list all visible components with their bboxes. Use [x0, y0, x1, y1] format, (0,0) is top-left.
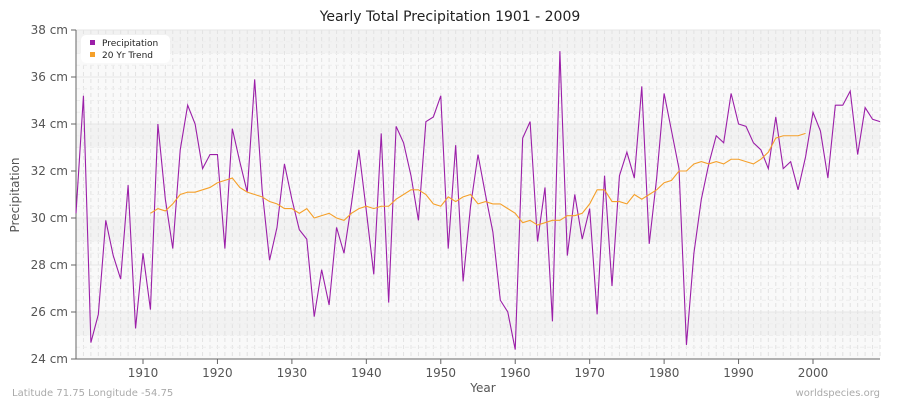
footer-location: Latitude 71.75 Longitude -54.75 — [12, 388, 173, 399]
x-tick-label: 1970 — [574, 366, 605, 380]
y-tick-label: 30 cm — [31, 211, 68, 225]
x-axis-label: Year — [469, 381, 495, 395]
x-tick-label: 1920 — [202, 366, 233, 380]
footer-source: worldspecies.org — [796, 388, 880, 399]
y-tick-label: 32 cm — [31, 164, 68, 178]
legend-label: Precipitation — [102, 39, 158, 49]
legend-swatch — [90, 40, 95, 45]
y-tick-label: 28 cm — [31, 258, 68, 272]
x-tick-label: 2000 — [798, 366, 829, 380]
legend — [81, 35, 170, 63]
series-20-yr-trend — [150, 132, 806, 226]
y-tick-label: 36 cm — [31, 70, 68, 84]
x-tick-label: 1950 — [426, 366, 457, 380]
y-tick-label: 26 cm — [31, 305, 68, 319]
y-tick-label: 24 cm — [31, 352, 68, 366]
x-tick-label: 1930 — [277, 366, 308, 380]
legend-label: 20 Yr Trend — [102, 51, 153, 61]
x-tick-label: 1960 — [500, 366, 531, 380]
x-tick-label: 1940 — [351, 366, 382, 380]
chart-title: Yearly Total Precipitation 1901 - 2009 — [319, 9, 581, 25]
series-precipitation — [75, 51, 881, 350]
x-tick-label: 1990 — [723, 366, 754, 380]
x-tick-label: 1980 — [649, 366, 680, 380]
y-tick-label: 38 cm — [31, 23, 68, 37]
x-tick-label: 1910 — [128, 366, 159, 380]
y-axis-label: Precipitation — [8, 157, 22, 232]
y-tick-label: 34 cm — [31, 117, 68, 131]
legend-swatch — [90, 52, 95, 57]
